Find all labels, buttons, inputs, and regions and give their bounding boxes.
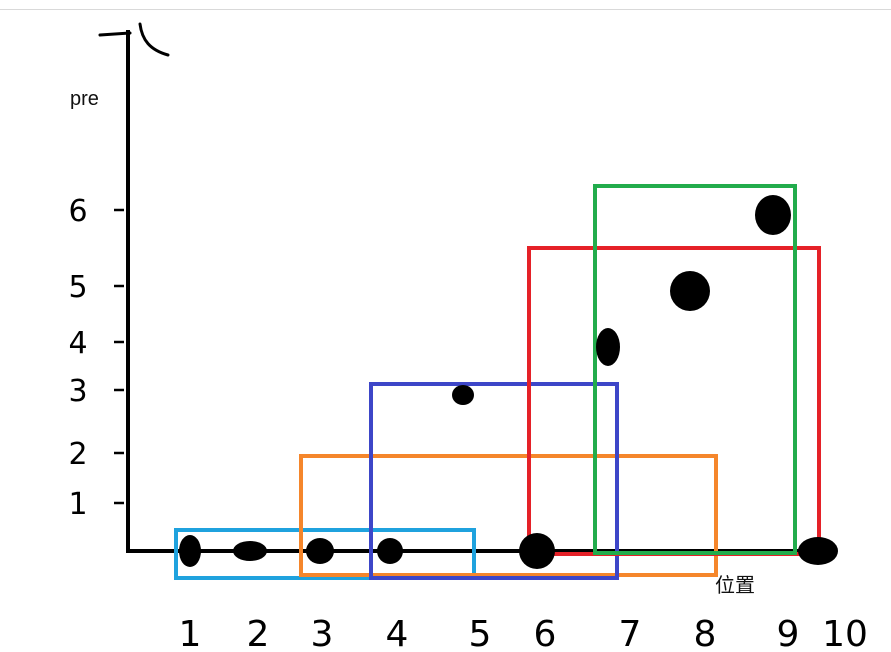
y-tick-label: 6 — [68, 194, 87, 229]
x-tick-label: 6 — [534, 614, 557, 652]
x-tick-label: 8 — [694, 614, 717, 652]
y-tick-label: 3 — [68, 374, 87, 409]
window-box — [174, 528, 476, 580]
data-points — [179, 195, 838, 569]
x-tick-label: 2 — [247, 614, 270, 652]
window-box — [369, 382, 619, 580]
window-box — [593, 184, 797, 555]
window-boxes — [174, 184, 821, 580]
x-tick-label: 5 — [469, 614, 492, 652]
x-tick-label: 10 — [822, 614, 868, 652]
top-divider — [0, 9, 891, 10]
y-ticks: 1 2 3 4 5 6 — [68, 194, 124, 522]
data-point — [179, 535, 201, 567]
data-point — [306, 538, 334, 564]
data-point — [596, 328, 620, 366]
data-point — [233, 541, 267, 561]
x-tick-label: 1 — [179, 614, 202, 652]
axes — [98, 22, 818, 553]
data-point — [377, 538, 403, 564]
x-tick-label: 3 — [311, 614, 334, 652]
data-point — [755, 195, 791, 235]
data-point — [798, 537, 838, 565]
data-point — [519, 533, 555, 569]
y-tick-label: 4 — [68, 326, 87, 361]
x-tick-label: 9 — [777, 614, 800, 652]
x-axis-label: 位置 — [715, 574, 755, 597]
y-axis-label: pre — [70, 88, 99, 110]
y-tick-label: 1 — [68, 487, 87, 522]
x-ticks: 1 2 3 4 5 6 7 8 9 10 — [179, 614, 868, 652]
y-tick-label: 5 — [68, 270, 87, 305]
x-tick-label: 7 — [619, 614, 642, 652]
window-box — [299, 454, 718, 577]
y-tick-label: 2 — [68, 437, 87, 472]
y-axis-arrow — [98, 22, 170, 57]
data-point — [452, 385, 474, 405]
x-tick-label: 4 — [386, 614, 409, 652]
data-point — [670, 271, 710, 311]
